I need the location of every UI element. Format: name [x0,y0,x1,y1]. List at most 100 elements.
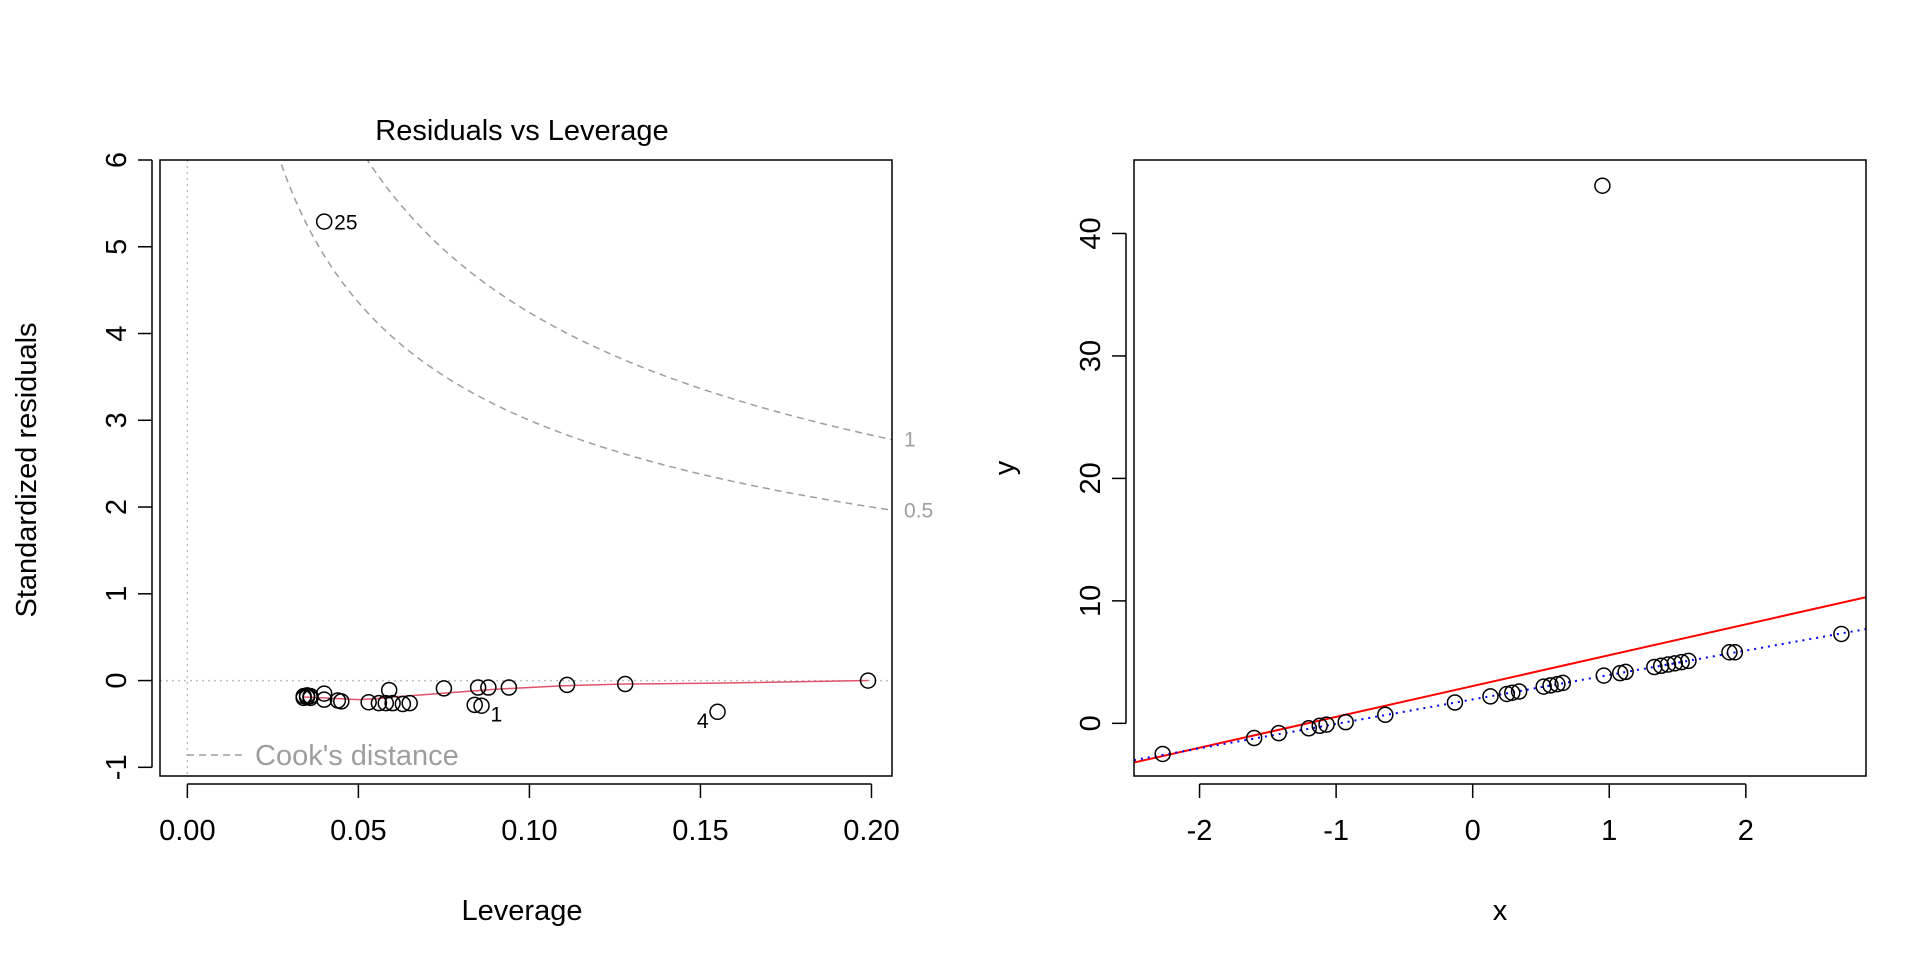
right-y-tick-label: 40 [1075,217,1107,249]
data-point [401,694,418,712]
data-point [1446,694,1464,711]
right-y-tick-label: 20 [1075,462,1107,494]
right-data-points [1154,177,1850,763]
residuals-vs-leverage-panel: Residuals vs Leverage Leverage Standardi… [11,115,933,927]
data-point [1482,688,1499,705]
data-point [616,675,634,693]
data-point [1245,729,1263,747]
data-point [315,213,333,230]
data-point [315,691,333,708]
right-x-axis: -2 -1 0 1 2 [1187,783,1754,847]
data-point [360,694,377,711]
data-point [1270,724,1288,742]
left-plot-frame [159,159,893,777]
left-chart-title: Residuals vs Leverage [375,115,668,147]
left-y-tick-label: -1 [101,754,133,780]
data-point [1666,655,1684,672]
data-point [1549,675,1566,693]
data-point [1659,656,1677,673]
right-y-tick-label: 10 [1075,585,1107,617]
data-point [859,672,877,689]
data-point [1726,644,1744,661]
right-plot-frame [1133,159,1867,777]
data-point [473,697,490,714]
data-point [435,680,453,697]
data-point [1721,644,1738,661]
right-y-axis-label: y [989,460,1021,475]
left-y-tick-label: 2 [101,499,133,515]
data-point [469,679,487,696]
left-data-points [295,213,877,721]
data-point [1673,653,1690,671]
data-point [466,696,483,714]
smoother-line [303,679,869,701]
left-x-tick-label: 0.05 [330,815,386,847]
data-point [384,694,401,712]
data-point [394,695,412,713]
right-y-tick-label: 0 [1075,715,1107,731]
cooks-contour-label: 1 [904,429,916,452]
fitted-regression-line [1134,596,1866,764]
data-point [1595,667,1613,684]
data-point [1611,664,1629,682]
data-point [1311,717,1328,735]
right-x-tick-label: 1 [1601,815,1617,847]
left-smoother-line [303,679,869,701]
cooks-contour-1 [366,160,892,441]
point-label: 25 [334,212,357,235]
point-label: 4 [697,710,709,733]
left-x-tick-label: 0.10 [501,815,557,847]
data-point [1833,625,1850,643]
left-y-tick-label: 6 [101,152,133,168]
data-point [1554,674,1572,692]
data-point [1337,713,1354,731]
data-point [333,693,350,710]
right-y-tick-label: 30 [1075,340,1107,372]
left-x-tick-label: 0.15 [672,815,728,847]
data-point [1680,652,1697,670]
data-point [377,694,395,712]
data-point [315,685,333,702]
left-y-tick-label: 5 [101,239,133,255]
data-point [1542,677,1559,694]
left-y-tick-label: 3 [101,412,133,428]
left-y-axis: -1 0 1 2 3 4 5 6 [101,152,153,780]
left-x-tick-label: 0.00 [159,815,215,847]
data-point [1510,683,1528,700]
left-point-labels: 25 1 4 [334,212,709,733]
data-point [1498,685,1516,703]
data-point [1154,745,1171,763]
data-point [1646,658,1663,676]
data-point [370,694,388,712]
right-x-tick-label: -2 [1187,815,1213,847]
right-x-tick-label: 0 [1465,815,1481,847]
data-point [1318,716,1335,733]
left-x-tick-label: 0.20 [843,815,899,847]
left-x-axis-label: Leverage [462,895,583,927]
data-point [709,703,726,721]
cooks-contour-0.5 [279,160,892,511]
data-point [1594,177,1611,194]
left-y-axis-label: Standardized residuals [11,322,43,617]
data-point [1535,678,1552,695]
left-y-tick-label: 4 [101,325,133,341]
left-y-tick-label: 1 [101,586,133,602]
data-point [1300,719,1318,737]
data-point [480,679,497,696]
point-label: 1 [491,704,503,727]
data-point [558,676,576,694]
cooks-distance-contours: 10.5 [279,160,933,522]
data-point [1377,706,1394,724]
data-point [1617,663,1634,681]
legend-label: Cook's distance [255,740,459,772]
data-point [500,679,518,696]
left-reference-lines [160,160,892,776]
data-point [1504,684,1521,701]
y-vs-x-panel: x y -2 -1 0 1 2 0 10 20 30 40 [989,159,1867,927]
right-fit-lines [1134,596,1866,764]
left-y-tick-label: 0 [101,672,133,688]
right-x-axis-label: x [1493,895,1508,927]
cooks-distance-legend: Cook's distance [187,740,459,772]
right-y-axis: 0 10 20 30 40 [1075,217,1127,731]
